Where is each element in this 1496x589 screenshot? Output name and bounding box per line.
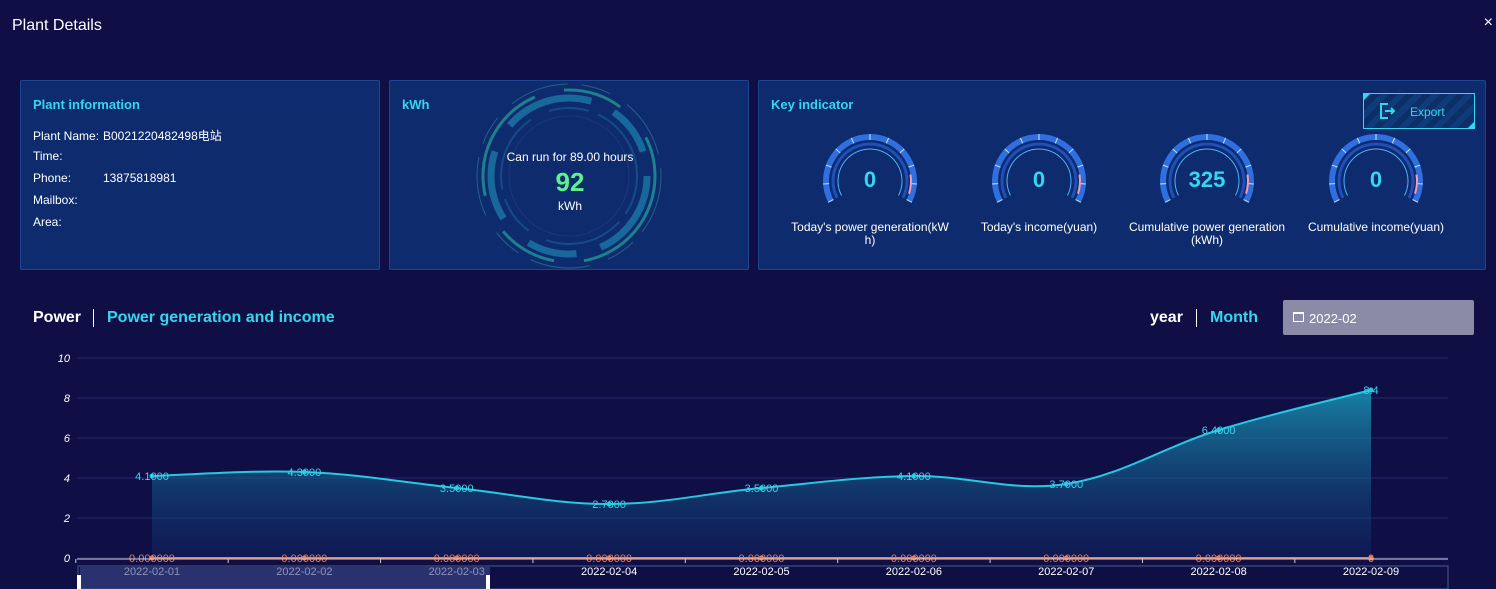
data-point xyxy=(1368,387,1374,393)
data-point xyxy=(149,473,155,479)
data-label: 8.4 xyxy=(1363,385,1378,397)
kpi-value: 0 xyxy=(1369,167,1383,192)
period-year-button[interactable]: year xyxy=(1150,309,1183,326)
period-separator xyxy=(1196,309,1197,327)
x-tick-label: 2022-02-08 xyxy=(1190,566,1246,578)
date-picker[interactable]: 2022-02 xyxy=(1283,300,1474,335)
tab-power[interactable]: Power xyxy=(33,309,82,326)
gauge-icon xyxy=(823,134,917,203)
kpi-value: 0 xyxy=(1032,167,1046,192)
window-title: Plant Details xyxy=(12,17,102,34)
info-label: Area: xyxy=(33,215,62,229)
y-tick-label: 2 xyxy=(63,513,70,525)
y-tick-label: 0 xyxy=(64,553,71,565)
kpi-today-power: 0 Today's power generation(kW h) xyxy=(785,133,955,263)
y-tick-label: 4 xyxy=(64,473,70,485)
kpi-caption: Today's power generation(kW h) xyxy=(791,220,949,247)
info-row-plant-name: Plant Name: B0021220482498电站 xyxy=(33,127,222,144)
data-label: 4.1000 xyxy=(897,471,931,483)
corner-decoration xyxy=(1363,93,1371,101)
data-label: 3.5000 xyxy=(440,483,474,495)
x-tick-label: 2022-02-04 xyxy=(581,566,637,578)
tab-generation-income[interactable]: Power generation and income xyxy=(107,309,335,326)
info-value: B0021220482498电站 xyxy=(103,129,222,143)
data-point xyxy=(759,485,764,491)
gauge-icon xyxy=(1329,134,1423,203)
gauge-icon xyxy=(1160,134,1254,203)
kpi-cumulative-income: 0 Cumulative income(yuan) xyxy=(1291,133,1461,263)
kwh-card: kWh Can run for 89.00 hours 92 kWh xyxy=(389,80,749,270)
data-point xyxy=(911,473,917,479)
kwh-unit: kWh xyxy=(558,199,582,213)
info-label: Phone: xyxy=(33,171,72,185)
data-point xyxy=(454,485,460,491)
kwh-value: 92 xyxy=(555,167,585,197)
power-chart: 4.1000 4.3000 3.5000 2.7000 3.5000 4.1000 3.70… xyxy=(58,353,1449,589)
data-label: 3.5000 xyxy=(745,483,779,495)
period-month-button[interactable]: Month xyxy=(1210,309,1258,326)
kpi-caption: Today's income(yuan) xyxy=(980,220,1098,234)
kpi-value: 0 xyxy=(863,167,877,192)
y-tick-label: 8 xyxy=(64,393,71,405)
run-time-text: Can run for 89.00 hours xyxy=(506,150,634,164)
date-picker-value: 2022-02 xyxy=(1309,311,1357,326)
data-point xyxy=(1063,481,1069,487)
y-tick-label: 6 xyxy=(64,433,71,445)
data-point xyxy=(301,469,307,475)
kpi-today-income: 0 Today's income(yuan) xyxy=(954,133,1124,263)
data-label: 3.7000 xyxy=(1049,479,1083,491)
kpi-caption: Cumulative income(yuan) xyxy=(1307,220,1445,234)
info-row-area: Area: xyxy=(33,215,103,229)
x-tick-label: 2022-02-07 xyxy=(1038,566,1094,578)
gauge-icon xyxy=(992,134,1086,203)
info-value: 13875818981 xyxy=(103,171,177,185)
x-tick-label: 2022-02-05 xyxy=(733,566,789,578)
info-label: Plant Name: xyxy=(33,129,100,143)
plant-info-card: Plant information Plant Name: B0021220482… xyxy=(20,80,380,270)
x-tick-label: 2022-02-09 xyxy=(1343,566,1399,578)
kpi-value: 325 xyxy=(1188,167,1226,192)
kpi-caption: Cumulative power generation (kWh) xyxy=(1128,220,1286,247)
corner-decoration xyxy=(1467,121,1475,129)
info-label: Mailbox: xyxy=(33,193,78,207)
kwh-card-title: kWh xyxy=(402,97,430,112)
info-row-phone: Phone: 13875818981 xyxy=(33,171,176,185)
calendar-icon xyxy=(1293,312,1304,322)
data-label: 4.1000 xyxy=(135,471,169,483)
export-button[interactable]: Export xyxy=(1363,93,1475,129)
y-tick-label: 10 xyxy=(58,353,71,365)
data-point xyxy=(606,501,612,507)
data-point xyxy=(1216,427,1222,433)
data-label: 6.4000 xyxy=(1202,425,1236,437)
data-zoom-right-handle[interactable] xyxy=(486,575,490,589)
close-icon[interactable]: × xyxy=(1483,14,1493,31)
info-label: Time: xyxy=(33,149,63,163)
data-zoom-left-handle[interactable] xyxy=(77,575,81,589)
key-indicator-title: Key indicator xyxy=(771,97,854,112)
data-label: 4.3000 xyxy=(288,467,322,479)
tab-separator xyxy=(93,309,94,327)
x-tick-label: 2022-02-06 xyxy=(886,566,942,578)
export-label: Export xyxy=(1410,105,1445,119)
data-zoom-selection[interactable] xyxy=(80,567,490,589)
info-row-time: Time: xyxy=(33,149,103,163)
plant-info-title: Plant information xyxy=(33,97,140,112)
series-area xyxy=(152,390,1371,558)
export-icon xyxy=(1380,103,1396,119)
info-row-mailbox: Mailbox: xyxy=(33,193,103,207)
kpi-cumulative-power: 325 Cumulative power generation (kWh) xyxy=(1122,133,1292,263)
battery-ring-gauge xyxy=(476,83,662,269)
data-label: 2.7000 xyxy=(592,499,626,511)
key-indicator-card: Key indicator Export 0 Today's power gen… xyxy=(758,80,1486,270)
